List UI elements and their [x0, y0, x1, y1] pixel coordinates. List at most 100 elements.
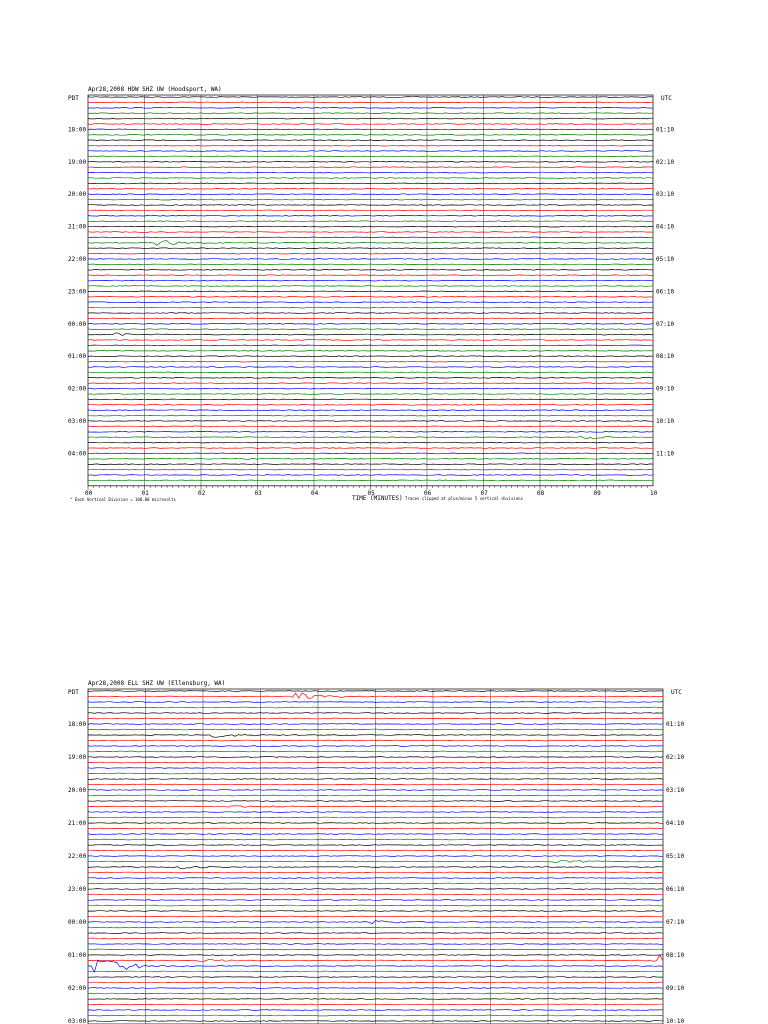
seismic-trace	[87, 171, 654, 174]
left-time-label: 21:00	[68, 224, 86, 231]
right-zone-label: UTC	[661, 95, 672, 102]
seismic-trace	[87, 992, 664, 995]
right-time-label: 06:10	[666, 886, 684, 893]
seismic-trace	[87, 767, 664, 769]
seismic-trace	[87, 690, 664, 692]
right-time-label: 04:10	[656, 224, 674, 231]
seismic-trace	[87, 344, 654, 347]
right-time-label: 07:10	[656, 321, 674, 328]
seismic-trace	[87, 150, 654, 152]
left-time-label: 01:00	[68, 353, 86, 360]
seismic-trace	[87, 112, 654, 114]
seismic-trace	[88, 317, 653, 320]
seismic-trace	[87, 987, 664, 989]
seismic-trace	[87, 296, 654, 298]
seismic-trace	[87, 279, 654, 282]
seismic-trace	[87, 893, 664, 896]
seismic-trace	[87, 692, 663, 699]
seismic-trace	[87, 910, 664, 912]
seismic-trace	[87, 932, 664, 934]
right-time-label: 05:10	[656, 256, 674, 263]
seismic-trace	[87, 404, 654, 406]
seismic-trace	[87, 745, 664, 747]
seismic-trace	[87, 360, 654, 363]
seismic-trace	[88, 706, 664, 709]
seismic-trace	[87, 960, 664, 974]
seismic-trace	[87, 954, 664, 963]
seismic-trace	[87, 794, 663, 797]
right-time-label: 08:10	[666, 952, 684, 959]
seismic-trace	[87, 188, 653, 190]
seismic-trace	[87, 128, 654, 131]
seismic-trace	[87, 301, 654, 303]
x-tick-label: 00	[85, 490, 93, 497]
x-tick-label: 03	[255, 490, 263, 497]
seismic-trace	[87, 182, 654, 185]
seismic-trace	[87, 701, 664, 703]
seismic-trace	[87, 377, 654, 379]
right-time-label: 10:10	[666, 1018, 684, 1024]
seismic-trace	[87, 1009, 664, 1011]
scale-note: ^ Each Vertical Division = 100.00 microv…	[70, 497, 177, 502]
seismic-trace	[87, 457, 654, 460]
left-time-label: 02:00	[68, 386, 86, 393]
seismic-trace	[87, 441, 653, 444]
left-time-label: 23:00	[68, 886, 86, 893]
left-time-label: 03:00	[68, 1018, 86, 1024]
seismic-trace	[87, 712, 664, 714]
right-time-label: 10:10	[656, 418, 674, 425]
seismic-trace	[88, 849, 664, 852]
seismic-trace	[87, 800, 664, 802]
left-time-label: 03:00	[68, 418, 86, 425]
chart-title: Apr28,2008 ELL SHZ UW (Ellensburg, WA)	[88, 680, 225, 687]
right-time-label: 05:10	[666, 853, 684, 860]
seismic-trace	[87, 468, 654, 471]
chart-title: Apr28,2008 HDW SHZ UW (Hoodsport, WA)	[88, 86, 222, 93]
seismic-trace	[87, 144, 654, 147]
right-time-label: 02:10	[656, 159, 674, 166]
seismic-trace	[87, 970, 664, 973]
seismic-trace	[87, 425, 654, 428]
right-time-label: 07:10	[666, 919, 684, 926]
seismic-trace	[87, 290, 654, 293]
seismic-trace	[87, 888, 664, 890]
seismic-trace	[87, 772, 664, 775]
seismic-trace	[87, 1014, 664, 1017]
seismic-trace	[87, 750, 664, 753]
seismic-trace	[87, 231, 654, 233]
x-tick-label: 04	[311, 490, 319, 497]
seismic-trace	[87, 811, 663, 813]
x-tick-label: 10	[650, 490, 658, 497]
seismic-trace	[87, 258, 654, 260]
seismic-trace	[87, 393, 654, 395]
seismic-trace	[87, 882, 664, 885]
seismic-trace	[87, 734, 664, 738]
seismic-trace	[87, 1020, 663, 1022]
seismic-trace	[87, 155, 654, 158]
right-time-label: 01:10	[656, 126, 674, 133]
seismic-trace	[87, 822, 664, 824]
left-time-label: 02:00	[68, 985, 86, 992]
seismic-trace	[88, 463, 654, 465]
seismic-trace	[87, 728, 664, 731]
seismic-trace	[87, 739, 664, 742]
seismic-trace	[87, 998, 664, 1000]
seismic-trace	[87, 382, 654, 384]
seismic-trace	[88, 756, 664, 758]
seismic-trace	[87, 366, 654, 368]
seismic-trace	[87, 844, 664, 846]
seismic-trace	[87, 252, 654, 255]
seismic-trace	[88, 877, 664, 879]
seismic-trace	[87, 943, 663, 945]
seismic-trace	[87, 117, 653, 120]
seismic-trace	[87, 976, 663, 978]
seismic-trace	[87, 1003, 663, 1006]
right-time-label: 09:10	[656, 386, 674, 393]
x-tick-label: 07	[481, 490, 489, 497]
seismic-trace	[87, 339, 654, 341]
seismic-trace	[87, 215, 654, 217]
seismic-trace	[87, 899, 664, 901]
seismic-trace	[87, 926, 664, 929]
right-time-label: 03:10	[656, 191, 674, 198]
seismic-trace	[87, 479, 654, 482]
